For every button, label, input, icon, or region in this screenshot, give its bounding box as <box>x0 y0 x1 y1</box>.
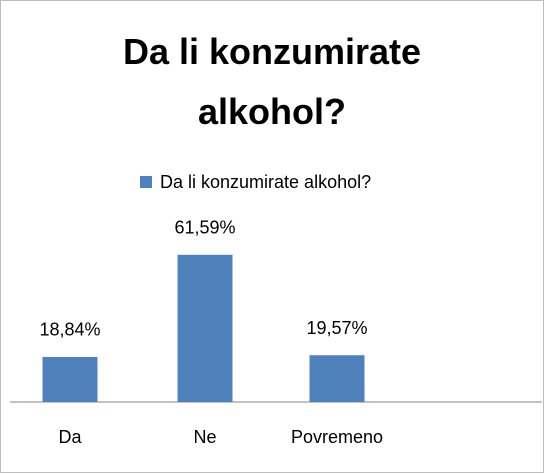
bar <box>42 356 98 402</box>
chart-title: Da li konzumirate alkohol? <box>122 31 422 132</box>
data-label: 18,84% <box>39 320 100 340</box>
legend-label: Da li konzumirate alkohol? <box>160 172 371 192</box>
bar <box>177 254 233 402</box>
data-label: 61,59% <box>174 218 235 238</box>
legend-swatch <box>140 176 152 188</box>
data-label: 19,57% <box>306 318 367 338</box>
x-tick-label: Da <box>58 427 82 447</box>
bar <box>309 355 365 402</box>
x-tick-label: Ne <box>193 427 216 447</box>
x-tick-label: Povremeno <box>291 427 383 447</box>
